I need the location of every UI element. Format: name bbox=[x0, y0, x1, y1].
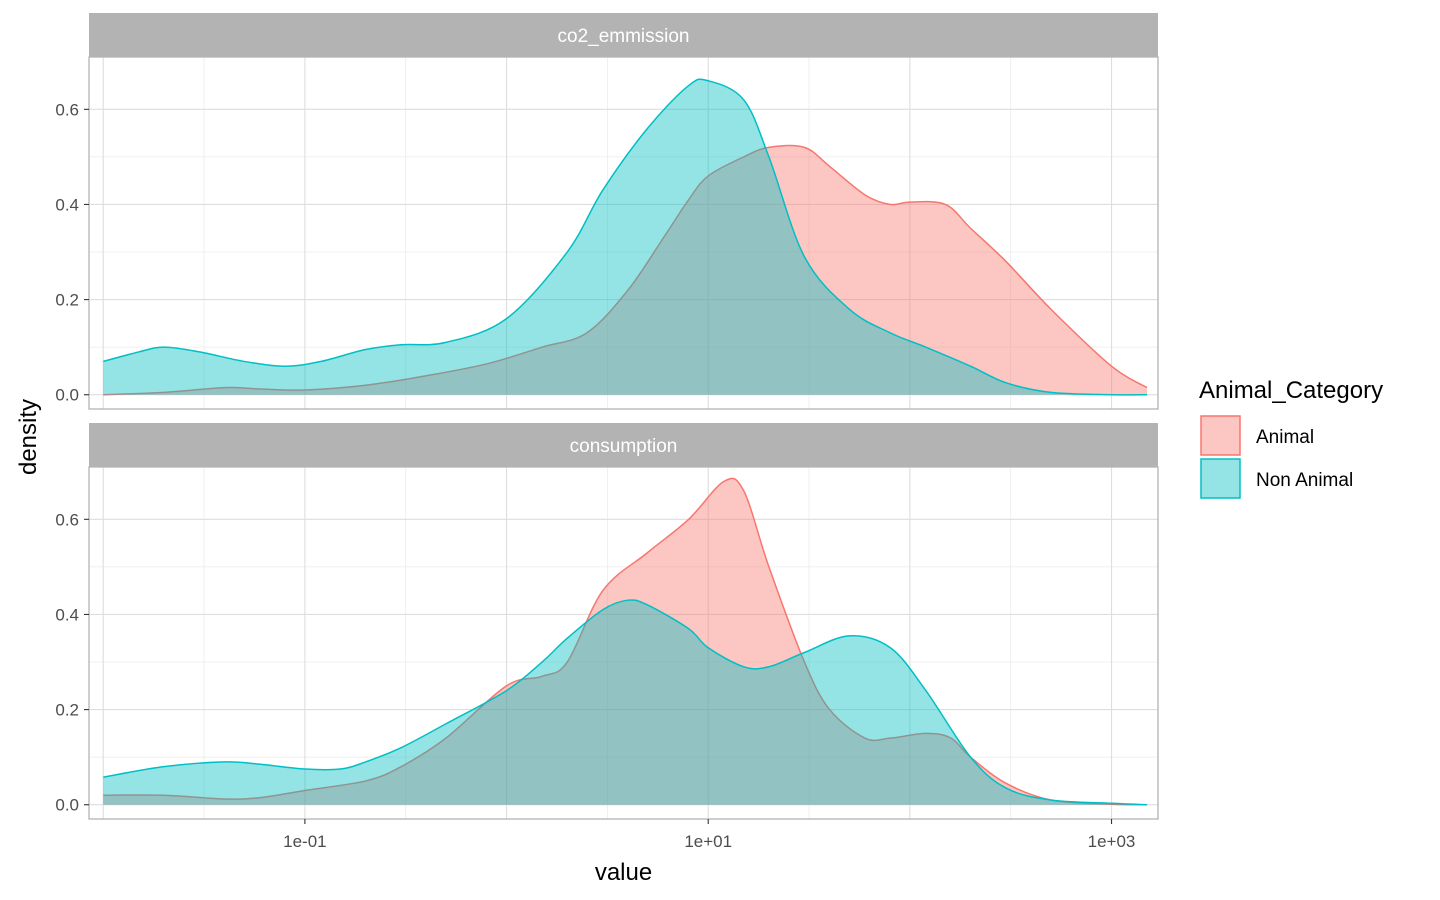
density-area-animal bbox=[103, 145, 1148, 395]
panel-border bbox=[88, 56, 1159, 410]
density-area-non-animal bbox=[103, 599, 1148, 805]
density-areas bbox=[103, 78, 1148, 396]
density-line-non-animal bbox=[103, 78, 1148, 396]
y-tick-label: 0.0 bbox=[55, 796, 79, 815]
density-line-animal bbox=[103, 144, 1148, 396]
x-tick-label: 1e-01 bbox=[283, 832, 326, 851]
x-tick-label: 1e+01 bbox=[684, 832, 732, 851]
density-line-animal bbox=[103, 477, 1148, 806]
strip-background bbox=[89, 423, 1158, 467]
facet-panel-co2: co2_emmission 0.0 0.2 0.4 0.6 bbox=[55, 13, 1159, 410]
panel-background bbox=[89, 57, 1158, 409]
density-area-non-animal bbox=[103, 79, 1148, 395]
panel-background bbox=[89, 467, 1158, 819]
y-tick-label: 0.6 bbox=[55, 510, 79, 529]
y-tick-label: 0.2 bbox=[55, 701, 79, 720]
x-tick-label: 1e+03 bbox=[1088, 832, 1136, 851]
y-axis-ticks: 0.0 0.2 0.4 0.6 bbox=[55, 510, 89, 815]
y-tick-label: 0.6 bbox=[55, 100, 79, 119]
strip-label: co2_emmission bbox=[558, 26, 690, 47]
strip-label: consumption bbox=[570, 436, 678, 457]
legend-label-non-animal: Non Animal bbox=[1256, 470, 1353, 491]
facet-panel-consumption: consumption 0.0 0.2 0.4 0.6 bbox=[55, 423, 1159, 820]
y-axis-ticks: 0.0 0.2 0.4 0.6 bbox=[55, 100, 89, 405]
y-tick-label: 0.0 bbox=[55, 386, 79, 405]
density-line-non-animal bbox=[103, 599, 1148, 806]
grid-lines bbox=[89, 57, 1158, 409]
x-axis-ticks: 1e-01 1e+01 1e+03 bbox=[283, 819, 1135, 851]
grid-lines bbox=[89, 467, 1158, 819]
legend-key-non-animal bbox=[1200, 458, 1241, 499]
y-tick-label: 0.4 bbox=[55, 195, 79, 214]
panel-border bbox=[88, 466, 1159, 820]
x-axis-title: value bbox=[595, 859, 652, 886]
density-areas bbox=[103, 477, 1148, 806]
legend-title: Animal_Category bbox=[1199, 377, 1383, 404]
strip-background bbox=[89, 13, 1158, 57]
y-axis-title: density bbox=[15, 399, 42, 475]
legend: Animal_Category Animal Non Animal bbox=[1199, 377, 1383, 499]
legend-label-animal: Animal bbox=[1256, 427, 1314, 448]
legend-key-animal bbox=[1200, 415, 1241, 456]
y-tick-label: 0.4 bbox=[55, 605, 79, 624]
y-tick-label: 0.2 bbox=[55, 291, 79, 310]
density-area-animal bbox=[103, 478, 1148, 805]
